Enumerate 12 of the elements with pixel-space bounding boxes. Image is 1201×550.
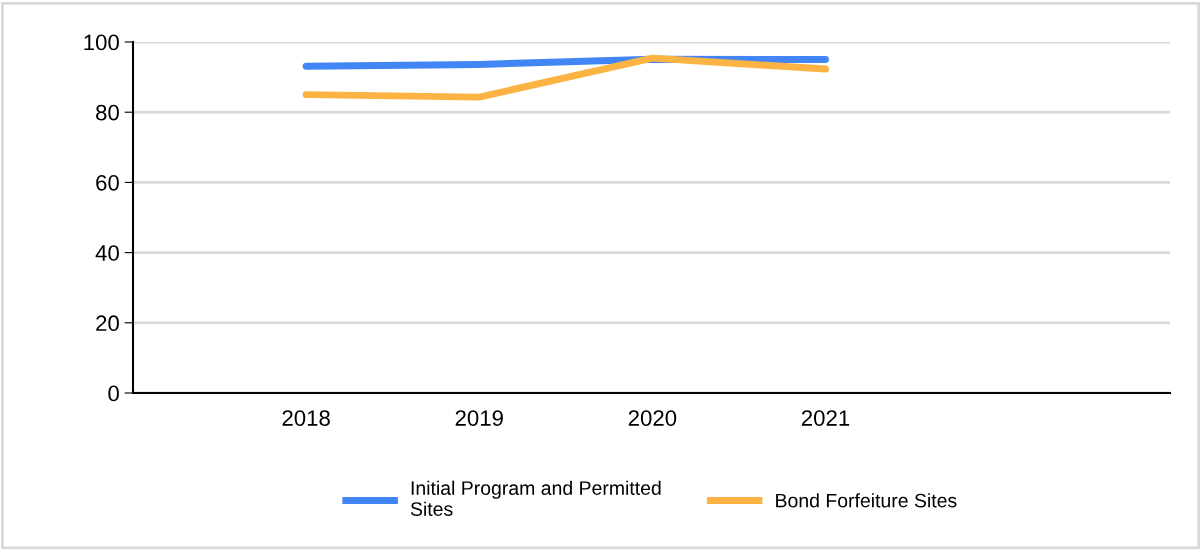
- legend-label: Initial Program and Permitted Sites: [410, 480, 661, 516]
- y-tick-label: 60: [96, 174, 119, 191]
- y-tick-label: 0: [108, 385, 119, 402]
- x-tick-label: 2018: [282, 410, 330, 426]
- x-tick-label: 2020: [628, 410, 677, 426]
- x-tick-label: 2021: [801, 410, 850, 426]
- y-tick-label: 100: [84, 34, 119, 51]
- x-tick-label: 2019: [455, 410, 503, 426]
- y-tick-label: 20: [96, 315, 119, 332]
- y-tick-label: 40: [95, 245, 119, 261]
- legend-label: Bond Forfeiture Sites: [776, 493, 957, 508]
- y-tick-label: 80: [96, 104, 119, 121]
